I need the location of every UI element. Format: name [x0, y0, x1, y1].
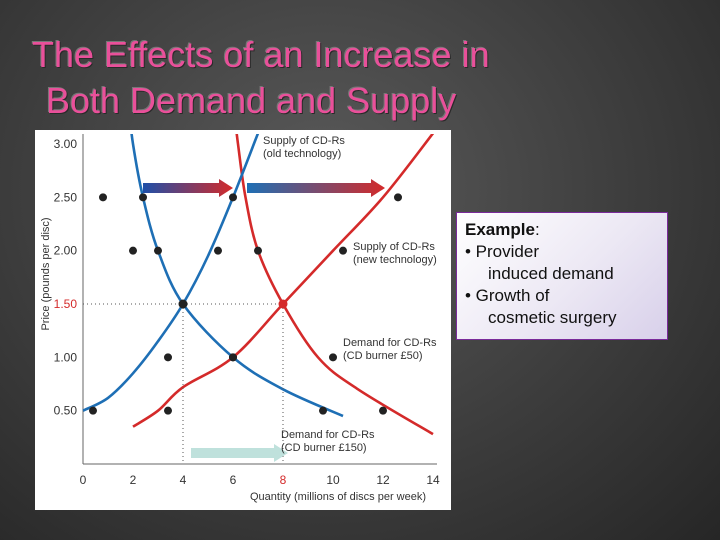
example-box: Example: • Provider induced demand • Gro… — [456, 212, 668, 340]
data-point — [254, 246, 262, 255]
y-tick-label: 3.00 — [54, 137, 78, 151]
series-label-line2: (CD burner £150) — [281, 442, 367, 454]
title-line-1: The Effects of an Increase in — [32, 34, 490, 75]
curve-1 — [132, 134, 435, 428]
data-point — [164, 353, 172, 362]
example-bullet-2-cont: cosmetic surgery — [488, 308, 617, 327]
y-tick-label: 1.00 — [54, 350, 78, 364]
series-label-line1: Supply of CD-Rs — [353, 241, 435, 253]
x-tick-label: 14 — [426, 473, 440, 487]
data-point — [139, 193, 147, 202]
x-tick-label: 2 — [130, 473, 137, 487]
demand-shift-arrow-2 — [247, 179, 385, 197]
chart-panel: 0 2 4 6 8 10 12 14 0.50 1.00 1.50 2.00 2.50 3.00 Quant… — [35, 130, 451, 510]
x-tick-label: 0 — [80, 473, 87, 487]
data-point — [319, 406, 327, 415]
x-axis-label: Quantity (millions of discs per week) — [250, 491, 426, 503]
series-label-line2: (new technology) — [353, 254, 437, 266]
x-tick-label: 4 — [180, 473, 187, 487]
data-point — [229, 353, 237, 362]
data-point — [89, 406, 97, 415]
y-axis-label: Price (pounds per disc) — [40, 217, 52, 330]
example-colon: : — [534, 220, 540, 239]
curve-4 — [82, 134, 260, 412]
y-tick-label: 2.50 — [54, 190, 78, 204]
curve-3 — [130, 134, 344, 418]
data-point — [394, 193, 402, 202]
example-bullet-2: • Growth of — [465, 286, 550, 305]
series-label-line1: Demand for CD-Rs — [343, 337, 437, 349]
series-label-line2: (CD burner £50) — [343, 350, 422, 362]
data-point — [214, 246, 222, 255]
equilibrium-point — [278, 299, 288, 309]
y-tick-label: 2.00 — [54, 244, 78, 258]
data-point — [329, 353, 337, 362]
title-line-2: Both Demand and Supply — [46, 80, 457, 121]
data-point — [164, 406, 172, 415]
supply-demand-chart: 0 2 4 6 8 10 12 14 0.50 1.00 1.50 2.00 2.50 3.00 Quant… — [40, 134, 440, 503]
example-bullet-1-cont: induced demand — [488, 264, 614, 283]
example-heading-row: Example: — [465, 219, 659, 241]
curve-0 — [235, 134, 434, 436]
data-point — [129, 246, 137, 255]
series-label-line1: Supply of CD-Rs — [263, 135, 345, 147]
data-point — [379, 406, 387, 415]
data-point — [229, 193, 237, 202]
equilibrium-point — [178, 299, 188, 309]
y-tick-label: 0.50 — [54, 404, 78, 418]
series-label-line2: (old technology) — [263, 148, 341, 160]
supply-shift-arrow — [191, 444, 288, 462]
x-tick-label: 10 — [326, 473, 340, 487]
data-point — [339, 246, 347, 255]
slide-title: The Effects of an Increase in Both Deman… — [32, 32, 652, 124]
x-tick-label: 8 — [280, 473, 287, 487]
data-point — [99, 193, 107, 202]
series-label-line1: Demand for CD-Rs — [281, 429, 375, 441]
example-bullet-1: • Provider — [465, 242, 539, 261]
x-tick-label: 12 — [376, 473, 390, 487]
example-heading: Example — [465, 220, 535, 239]
x-tick-label: 6 — [230, 473, 237, 487]
y-tick-label: 1.50 — [54, 297, 78, 311]
data-point — [154, 246, 162, 255]
demand-shift-arrow-1 — [143, 179, 233, 197]
